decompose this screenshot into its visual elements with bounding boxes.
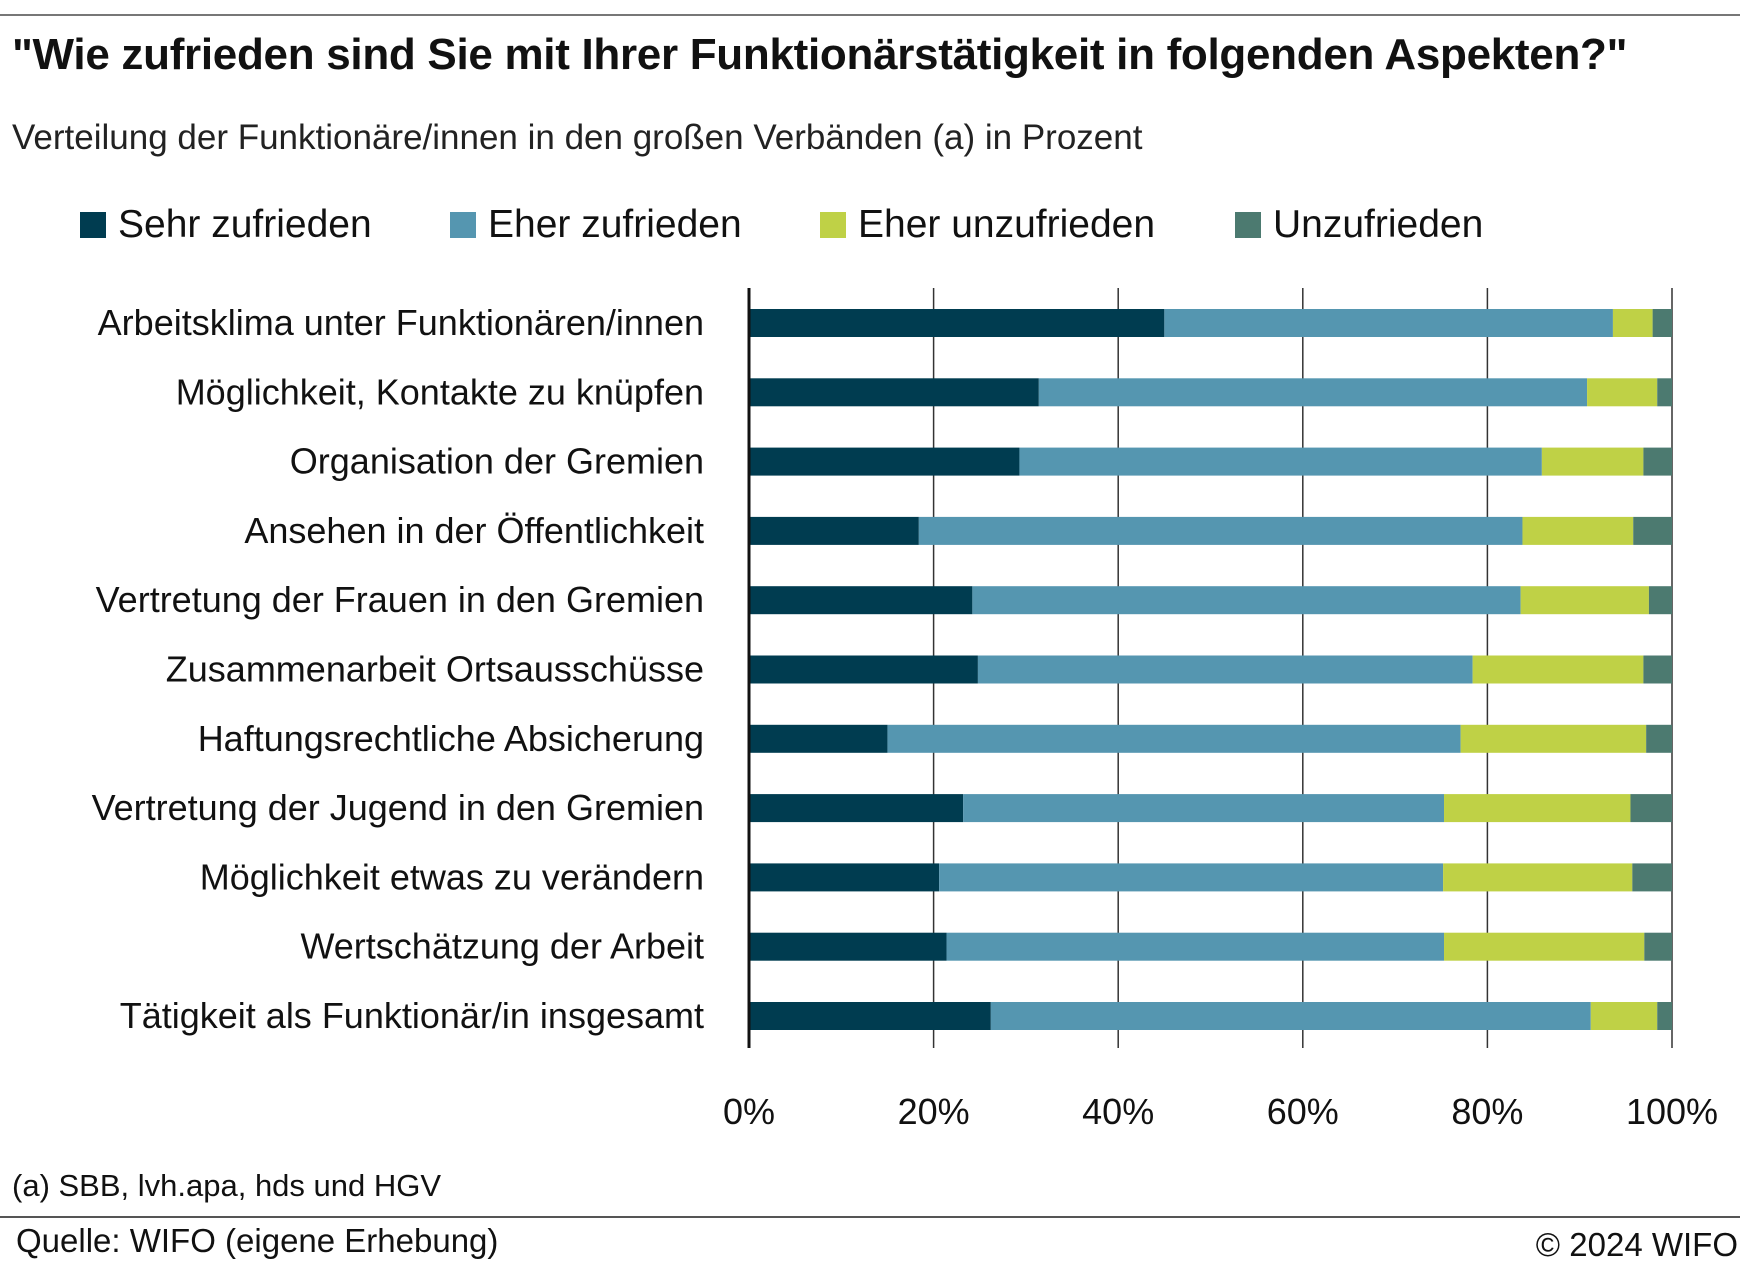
bar-segment — [1648, 586, 1672, 615]
bar-segment — [1644, 932, 1672, 961]
bar-segment — [1590, 1002, 1658, 1030]
category-label: Haftungsrechtliche Absicherung — [198, 718, 704, 759]
bar-segment — [749, 447, 1020, 476]
bar-segment — [749, 724, 888, 753]
legend-item-sehr-zufrieden: Sehr zufrieden — [80, 200, 372, 250]
category-label: Arbeitsklima unter Funktionären/innen — [98, 302, 704, 343]
bar-segment — [990, 1002, 1591, 1030]
legend-label-eher-zufrieden: Eher zufrieden — [488, 203, 742, 246]
bar-segment — [749, 932, 947, 961]
bar-segment — [946, 932, 1445, 961]
bar-segment — [1646, 724, 1672, 753]
bar-segment — [1632, 863, 1672, 892]
legend-item-eher-zufrieden: Eher zufrieden — [450, 200, 742, 250]
bar-segment — [1633, 516, 1672, 545]
x-tick-label: 20% — [898, 1091, 970, 1132]
x-tick-label: 40% — [1082, 1091, 1154, 1132]
x-tick-label: 80% — [1451, 1091, 1523, 1132]
bar-segment — [963, 794, 1445, 823]
legend-swatch-unzufrieden — [1235, 212, 1261, 238]
bar-segment — [1522, 516, 1634, 545]
x-tick-label: 0% — [723, 1091, 775, 1132]
bar-segment — [1657, 378, 1672, 407]
chart-title: "Wie zufrieden sind Sie mit Ihrer Funkti… — [12, 30, 1628, 79]
category-label: Vertretung der Frauen in den Gremien — [96, 579, 704, 620]
legend-swatch-eher-zufrieden — [450, 212, 476, 238]
bar-segment — [1520, 586, 1649, 615]
chart-subtitle: Verteilung der Funktionäre/innen in den … — [12, 118, 1143, 157]
bottom-rule — [0, 1216, 1740, 1218]
category-label: Organisation der Gremien — [290, 441, 704, 482]
bar-segment — [1652, 309, 1672, 337]
bar-segment — [1444, 932, 1645, 961]
category-label: Tätigkeit als Funktionär/in insgesamt — [120, 995, 704, 1036]
bar-segment — [749, 794, 964, 823]
bar-segment — [749, 655, 978, 684]
legend-label-sehr-zufrieden: Sehr zufrieden — [118, 203, 372, 246]
category-label: Möglichkeit, Kontakte zu knüpfen — [176, 371, 704, 412]
bar-segment — [749, 586, 973, 615]
bar-segment — [1541, 447, 1644, 476]
bar-segment — [1612, 309, 1653, 337]
bar-segment — [1460, 724, 1647, 753]
bar-segment — [1164, 309, 1613, 337]
legend-label-unzufrieden: Unzufrieden — [1273, 203, 1484, 246]
bar-segment — [1587, 378, 1658, 407]
bar-segment — [977, 655, 1473, 684]
copyright-note: © 2024 WIFO — [1535, 1226, 1738, 1263]
bar-segment — [1472, 655, 1644, 684]
bar-segment — [749, 863, 940, 892]
bar-segment — [1643, 447, 1672, 476]
bar-segment — [1643, 655, 1672, 684]
bar-segment — [1038, 378, 1588, 407]
bar-segment — [918, 516, 1523, 545]
bar-segment — [1657, 1002, 1672, 1030]
top-rule — [0, 14, 1740, 16]
bar-segment — [749, 1002, 991, 1030]
footnote: (a) SBB, lvh.apa, hds und HGV — [12, 1168, 442, 1203]
legend-item-eher-unzufrieden: Eher unzufrieden — [820, 200, 1155, 250]
x-tick-label: 100% — [1626, 1091, 1718, 1132]
x-tick-label: 60% — [1267, 1091, 1339, 1132]
bar-segment — [972, 586, 1521, 615]
bar-segment — [1630, 794, 1672, 823]
bar-segment — [749, 516, 919, 545]
category-label: Zusammenarbeit Ortsausschüsse — [166, 649, 704, 690]
bar-segment — [749, 309, 1165, 337]
legend-swatch-eher-unzufrieden — [820, 212, 846, 238]
bar-segment — [939, 863, 1444, 892]
legend-swatch-sehr-zufrieden — [80, 212, 106, 238]
category-label: Ansehen in der Öffentlichkeit — [244, 510, 704, 551]
bar-segment — [749, 378, 1039, 407]
stacked-bar-chart: Arbeitsklima unter Funktionären/innen Mög… — [92, 288, 1718, 1132]
bar-segment — [887, 724, 1461, 753]
legend-item-unzufrieden: Unzufrieden — [1235, 200, 1483, 250]
category-label: Möglichkeit etwas zu verändern — [200, 856, 704, 897]
bar-segment — [1019, 447, 1542, 476]
legend-label-eher-unzufrieden: Eher unzufrieden — [858, 203, 1156, 246]
category-label: Vertretung der Jugend in den Gremien — [92, 787, 704, 828]
source-note: Quelle: WIFO (eigene Erhebung) — [16, 1222, 499, 1259]
bar-segment — [1443, 863, 1633, 892]
bar-segment — [1444, 794, 1631, 823]
category-label: Wertschätzung der Arbeit — [300, 926, 704, 967]
